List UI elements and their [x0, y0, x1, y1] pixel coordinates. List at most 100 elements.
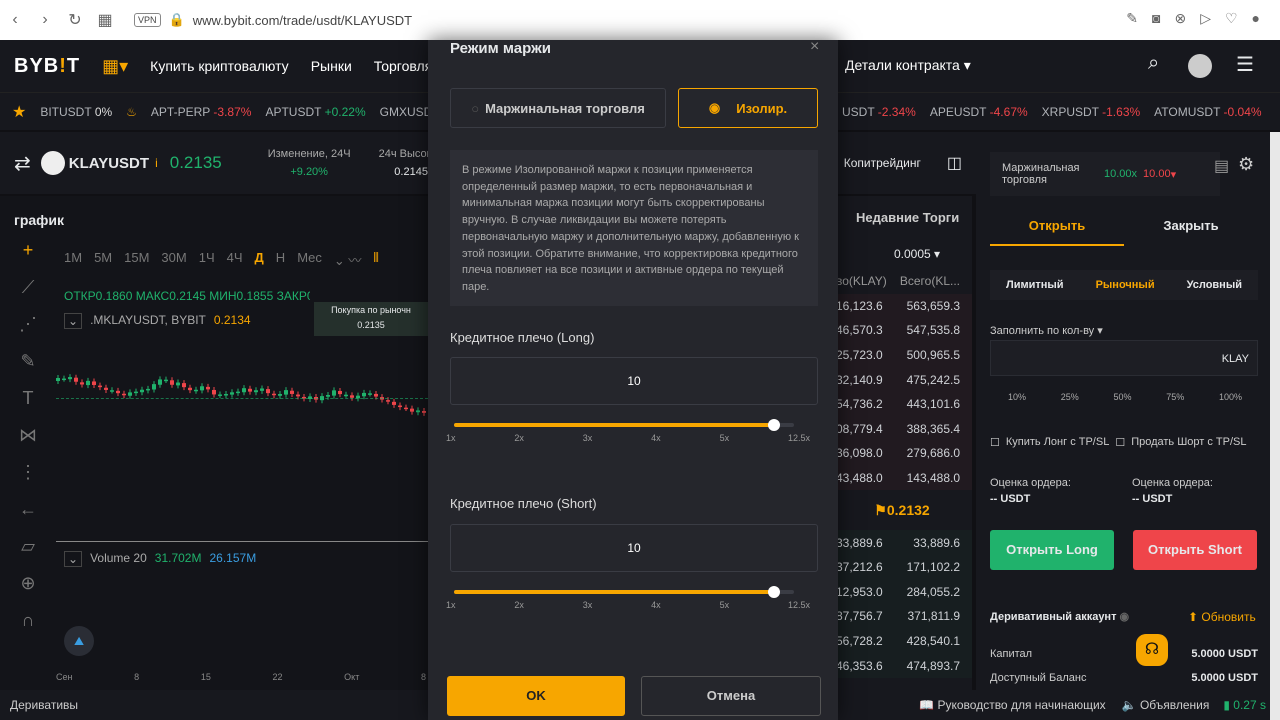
ticker-item[interactable]: BITUSDT 0% [40, 105, 113, 119]
chart-widget-icon[interactable]: ⛰ [64, 626, 94, 656]
tf-day[interactable]: Д [254, 250, 264, 265]
orderbook-row[interactable]: 87,756.7 371,811.9 [832, 604, 972, 629]
tf-1h[interactable]: 1Ч [198, 250, 215, 265]
margin-mode-selector[interactable]: Маржинальная торговля 10.00x 10.00 ▾ [990, 152, 1220, 196]
ruler-icon[interactable]: ▱ [21, 536, 35, 556]
cross-margin-button[interactable]: ○ Маржинальная торговля [450, 88, 666, 128]
close-icon[interactable]: × [810, 38, 820, 55]
ticker-item[interactable]: ATOMUSDT -0.04% [1154, 105, 1262, 119]
calculator-icon[interactable]: ▤ [1214, 158, 1230, 175]
orderbook-row[interactable]: 43,488.0 143,488.0 [832, 465, 972, 491]
short-leverage-slider[interactable] [454, 586, 794, 598]
orderbook-row[interactable]: 12,953.0 284,055.2 [832, 579, 972, 605]
announcements-link[interactable]: 🔈 Объявления [1121, 698, 1210, 712]
search-icon[interactable]: ⌕ [1148, 52, 1160, 74]
crosshair-icon[interactable]: + [22, 240, 34, 260]
tab-limit[interactable]: Лимитный [1006, 279, 1064, 291]
swap-icon[interactable]: ⇄ [14, 152, 31, 175]
tab-close[interactable]: Закрыть [1163, 218, 1219, 233]
orderbook-row[interactable]: 54,736.2 443,101.6 [832, 391, 972, 417]
isolated-margin-button[interactable]: ◉ Изолир. [678, 88, 818, 128]
collapse-icon[interactable]: ⌄ [64, 551, 83, 567]
menu-icon[interactable]: ☰ [1236, 54, 1254, 76]
star-icon[interactable]: ★ [12, 104, 27, 121]
page-scrollbar[interactable] [1270, 132, 1280, 720]
ticker-item[interactable]: APEUSDT -4.67% [929, 105, 1028, 119]
zoom-in-icon[interactable]: ⊕ [20, 573, 36, 593]
edit-icon[interactable]: ✎ [1126, 10, 1138, 26]
market-buy-tooltip[interactable]: Покупка по рыночн 0.2135 [314, 302, 428, 336]
brush-icon[interactable]: ✎ [20, 351, 36, 371]
nav-trade[interactable]: Торговля [373, 58, 428, 74]
refresh-button[interactable]: ⬆ Обновить [1188, 610, 1256, 624]
tf-5m[interactable]: 5М [94, 250, 113, 265]
trendline-icon[interactable]: ⟋ [21, 277, 35, 297]
heart-icon[interactable]: ♡ [1224, 10, 1238, 26]
support-headset-icon[interactable]: ☊ [1136, 634, 1168, 666]
long-leverage-slider[interactable] [454, 419, 794, 431]
magnet-icon[interactable]: ∩ [21, 610, 35, 630]
long-tpsl-checkbox[interactable]: ☐ [990, 437, 1000, 449]
orderbook-row[interactable]: 37,212.6 171,102.2 [832, 554, 972, 580]
nav-markets[interactable]: Рынки [310, 58, 352, 74]
eye-icon[interactable]: ◉ [1119, 611, 1130, 623]
forward-icon[interactable]: › [42, 11, 48, 28]
apps-grid-icon[interactable]: ▦▾ [102, 55, 129, 76]
short-tpsl-checkbox[interactable]: ☐ [1115, 437, 1126, 449]
orderbook-row[interactable]: 46,570.3 547,535.8 [832, 318, 972, 343]
tf-1m[interactable]: 1М [64, 250, 83, 265]
beginner-guide-link[interactable]: 📖 Руководство для начинающих [919, 698, 1106, 712]
fib-icon[interactable]: ⋰ [19, 314, 37, 334]
long-leverage-input[interactable]: 10 [450, 357, 818, 405]
ok-button[interactable]: OK [447, 676, 625, 716]
symbol-name[interactable]: KLAYUSDT [68, 154, 150, 172]
orderbook-row[interactable]: 08,779.4 388,365.4 [832, 416, 972, 442]
vpn-badge[interactable]: VPN [134, 13, 161, 27]
tf-15m[interactable]: 15М [124, 250, 150, 265]
orderbook-row[interactable]: 46,353.6 474,893.7 [832, 653, 972, 678]
bybit-logo[interactable]: BYB!T [14, 54, 81, 77]
percent-slider[interactable]: 10% 25% 50% 75% 100% [1008, 392, 1242, 402]
orderbook-row[interactable]: 33,889.6 33,889.6 [832, 530, 972, 555]
url-text[interactable]: www.bybit.com/trade/usdt/KLAYUSDT [192, 12, 413, 28]
ticker-item[interactable]: GMXUSDT [379, 105, 428, 119]
tab-open[interactable]: Открыть [990, 218, 1124, 246]
cancel-button[interactable]: Отмена [641, 676, 821, 716]
nav-contract-details[interactable]: Детали контракта ▾ [845, 57, 971, 73]
short-leverage-input[interactable]: 10 [450, 524, 818, 572]
ticker-item[interactable]: APTUSDT +0.22% [265, 105, 366, 119]
collapse-icon[interactable]: ⌄ [64, 313, 83, 329]
candles-icon[interactable]: ⫴ [373, 250, 379, 265]
nav-buy-crypto[interactable]: Купить криптовалюту [150, 58, 289, 74]
address-bar[interactable]: VPN 🔒 www.bybit.com/trade/usdt/KLAYUSDT [134, 12, 412, 28]
slider-thumb[interactable] [767, 586, 780, 598]
tf-week[interactable]: Н [275, 250, 286, 265]
camera-icon[interactable]: ◙ [1151, 10, 1161, 26]
book-icon[interactable]: ◫ [946, 155, 962, 172]
open-short-button[interactable]: Открыть Short [1133, 530, 1257, 570]
tab-market[interactable]: Рыночный [1095, 279, 1155, 291]
forecast-icon[interactable]: ⋮ [19, 462, 37, 482]
recent-trades-tab[interactable]: Недавние Торги [856, 210, 960, 225]
text-icon[interactable]: T [22, 388, 34, 408]
qty-input[interactable]: KLAY [990, 340, 1258, 376]
apps-icon[interactable]: ▦ [97, 12, 113, 29]
chart-type-icon[interactable]: ⌄ 〰 [333, 253, 362, 268]
ticker-item[interactable]: XRPUSDT -1.63% [1041, 105, 1141, 119]
pattern-icon[interactable]: ⋈ [19, 425, 37, 445]
orderbook-row[interactable]: 36,098.0 279,686.0 [832, 441, 972, 466]
settings-icon[interactable]: ⚙ [1238, 154, 1255, 174]
open-long-button[interactable]: Открыть Long [990, 530, 1114, 570]
back-arrow-icon[interactable]: ← [19, 499, 37, 519]
tab-conditional[interactable]: Условный [1186, 279, 1242, 291]
profile-icon[interactable]: ● [1251, 10, 1260, 26]
play-icon[interactable]: ▷ [1200, 10, 1211, 26]
close-circle-icon[interactable]: ⊗ [1174, 10, 1187, 26]
avatar[interactable] [1188, 54, 1212, 78]
price-step-select[interactable]: 0.0005 ▾ [894, 247, 941, 261]
ticker-item[interactable]: APT-PERP -3.87% [150, 105, 252, 119]
orderbook-row[interactable]: 32,140.9 475,242.5 [832, 367, 972, 392]
orderbook-row[interactable]: 16,123.6 563,659.3 [832, 293, 972, 319]
tf-30m[interactable]: 30М [161, 250, 187, 265]
info-icon[interactable]: i [155, 156, 158, 170]
